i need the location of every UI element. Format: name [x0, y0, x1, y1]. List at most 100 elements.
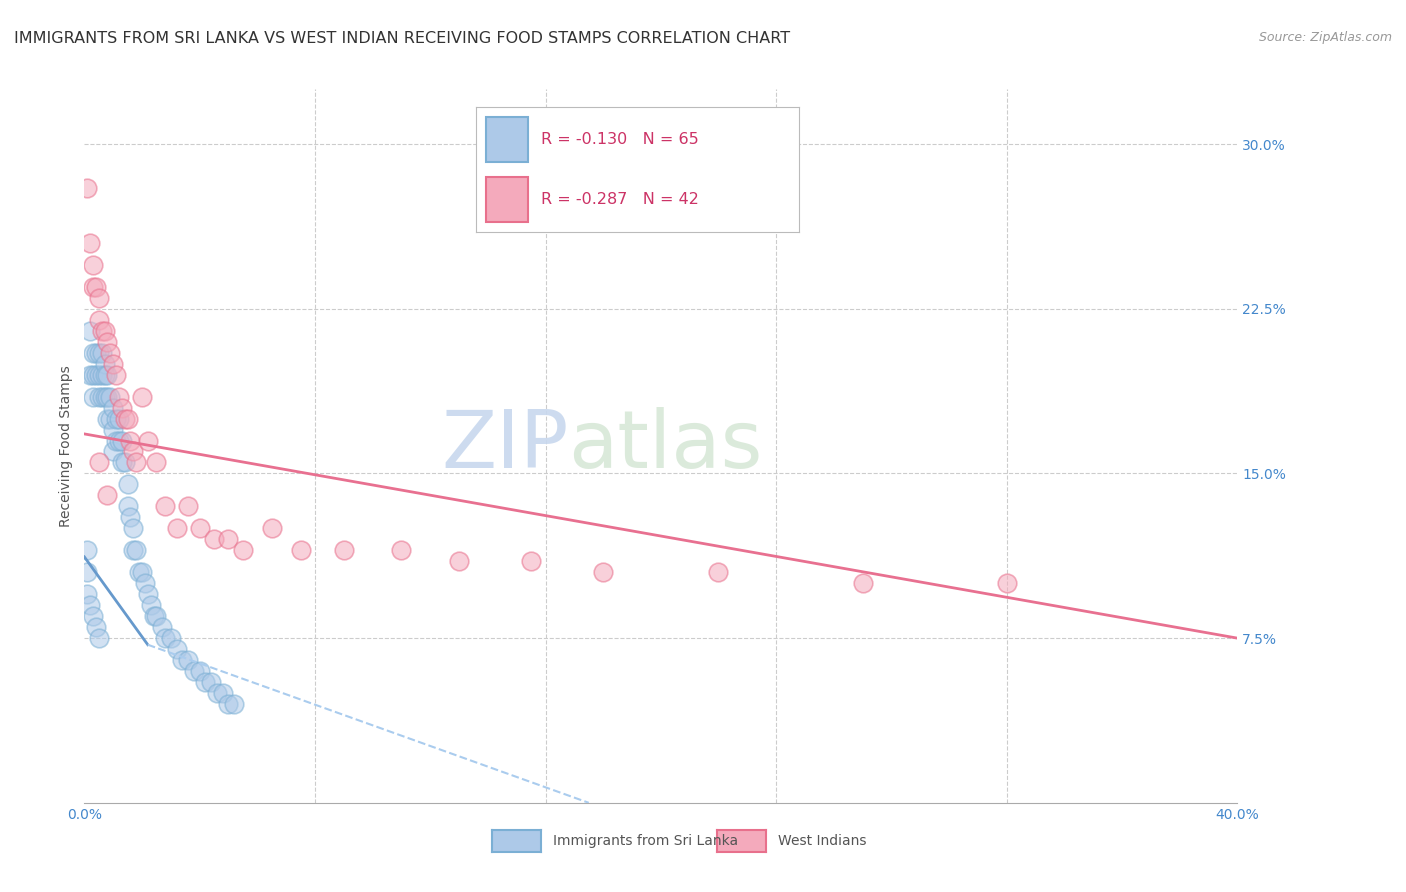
Point	[96, 488, 118, 502]
Point	[117, 477, 139, 491]
Point	[122, 543, 145, 558]
Point	[449, 554, 471, 568]
Point	[166, 521, 188, 535]
Point	[200, 675, 222, 690]
Point	[111, 455, 134, 469]
Point	[333, 543, 356, 558]
Point	[150, 620, 173, 634]
Point	[707, 566, 730, 580]
Point	[111, 401, 134, 415]
Point	[136, 434, 159, 448]
Point	[852, 576, 875, 591]
Point	[205, 686, 228, 700]
Point	[98, 345, 121, 359]
Point	[108, 434, 131, 448]
Point	[188, 521, 211, 535]
Point	[131, 566, 153, 580]
Point	[128, 566, 150, 580]
Point	[139, 598, 162, 612]
Point	[218, 697, 240, 711]
Point	[87, 368, 110, 382]
Point	[117, 411, 139, 425]
Point	[79, 598, 101, 612]
Text: Immigrants from Sri Lanka: Immigrants from Sri Lanka	[553, 834, 738, 847]
Point	[177, 653, 200, 667]
Point	[93, 368, 115, 382]
Point	[114, 455, 136, 469]
Point	[76, 181, 98, 195]
Point	[84, 280, 107, 294]
Point	[76, 587, 98, 601]
Point	[105, 434, 128, 448]
Point	[79, 368, 101, 382]
Point	[391, 543, 413, 558]
Point	[131, 390, 153, 404]
Point	[87, 455, 110, 469]
Text: West Indians: West Indians	[778, 834, 866, 847]
Point	[232, 543, 254, 558]
Point	[76, 566, 98, 580]
Point	[96, 368, 118, 382]
Point	[79, 235, 101, 250]
Point	[211, 686, 233, 700]
Point	[142, 609, 165, 624]
Point	[111, 434, 134, 448]
Point	[103, 357, 124, 371]
Point	[98, 390, 121, 404]
Point	[194, 675, 217, 690]
Point	[105, 368, 128, 382]
Point	[120, 510, 142, 524]
Point	[96, 390, 118, 404]
Point	[84, 345, 107, 359]
Point	[93, 324, 115, 338]
Text: Source: ZipAtlas.com: Source: ZipAtlas.com	[1258, 31, 1392, 45]
Point	[153, 500, 176, 514]
Point	[103, 401, 124, 415]
Point	[84, 620, 107, 634]
Point	[166, 642, 188, 657]
Point	[224, 697, 246, 711]
Point	[145, 609, 167, 624]
Point	[134, 576, 156, 591]
Point	[290, 543, 312, 558]
Point	[82, 280, 104, 294]
Point	[79, 324, 101, 338]
Y-axis label: Receiving Food Stamps: Receiving Food Stamps	[59, 365, 73, 527]
Point	[114, 411, 136, 425]
Point	[87, 312, 110, 326]
Point	[172, 653, 194, 667]
Point	[153, 631, 176, 645]
Point	[592, 566, 614, 580]
Text: ZIP: ZIP	[441, 407, 568, 485]
Point	[108, 390, 131, 404]
Point	[82, 345, 104, 359]
Point	[82, 390, 104, 404]
Point	[87, 631, 110, 645]
Point	[90, 345, 112, 359]
Point	[90, 390, 112, 404]
Point	[98, 411, 121, 425]
Point	[82, 609, 104, 624]
Point	[125, 455, 148, 469]
Point	[87, 291, 110, 305]
Point	[93, 357, 115, 371]
Point	[103, 423, 124, 437]
Point	[103, 444, 124, 458]
Point	[160, 631, 183, 645]
Point	[202, 533, 225, 547]
Point	[183, 664, 205, 678]
Point	[995, 576, 1018, 591]
Text: atlas: atlas	[568, 407, 763, 485]
Point	[108, 411, 131, 425]
Point	[87, 390, 110, 404]
Point	[87, 345, 110, 359]
Point	[117, 500, 139, 514]
Point	[93, 390, 115, 404]
Point	[82, 368, 104, 382]
Point	[90, 324, 112, 338]
Point	[122, 521, 145, 535]
Point	[90, 368, 112, 382]
Point	[96, 411, 118, 425]
Point	[122, 444, 145, 458]
Point	[260, 521, 283, 535]
